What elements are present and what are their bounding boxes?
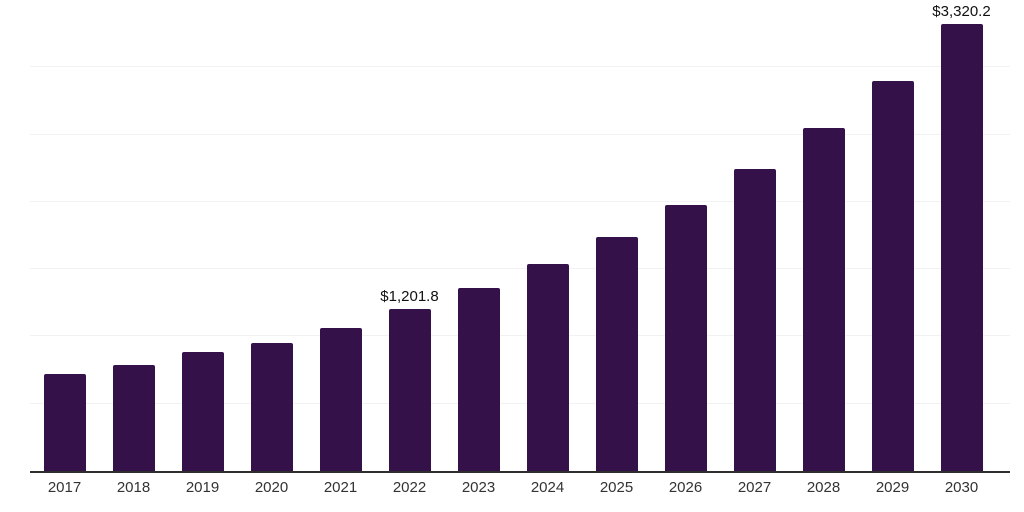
x-tick-2018: 2018: [116, 479, 151, 496]
x-tick-2021: 2021: [323, 479, 358, 496]
x-tick-2028: 2028: [806, 479, 841, 496]
bar-2025: [595, 236, 638, 471]
bar-2029: [871, 80, 914, 471]
bar-2028: [802, 127, 845, 471]
bar-2021: [319, 328, 362, 471]
x-tick-2026: 2026: [668, 479, 703, 496]
gridline-1000: [30, 335, 1010, 337]
bar-2018: [112, 364, 155, 471]
bar-2019: [181, 351, 224, 471]
bar-2026: [664, 205, 707, 471]
bar-2024: [526, 263, 569, 471]
gridline-1500: [30, 268, 1010, 270]
data-label-2022: $1,201.8: [380, 288, 439, 306]
x-axis: 2017 2018 2019 2020 2021 2022 2023 2024 2025 2026…: [30, 479, 1010, 503]
x-tick-2023: 2023: [461, 479, 496, 496]
plot-area: $1,201.8 $3,320.2: [30, 0, 1010, 473]
gridline-2500: [30, 133, 1010, 135]
x-tick-2029: 2029: [875, 479, 910, 496]
x-tick-2027: 2027: [737, 479, 772, 496]
x-tick-2025: 2025: [599, 479, 634, 496]
gridline-2000: [30, 200, 1010, 202]
x-tick-2022: 2022: [392, 479, 427, 496]
bar-2022: [388, 309, 431, 471]
gridline-500: [30, 402, 1010, 404]
x-tick-2017: 2017: [47, 479, 82, 496]
bar-2030: [940, 24, 983, 471]
bar-2020: [250, 343, 293, 471]
x-tick-2020: 2020: [254, 479, 289, 496]
bar-2023: [457, 287, 500, 471]
gridline-3000: [30, 66, 1010, 68]
x-tick-2024: 2024: [530, 479, 565, 496]
bar-2017: [43, 374, 86, 471]
x-tick-2030: 2030: [944, 479, 979, 496]
x-tick-2019: 2019: [185, 479, 220, 496]
bar-2027: [733, 168, 776, 471]
data-label-2030: $3,320.2: [932, 3, 991, 21]
